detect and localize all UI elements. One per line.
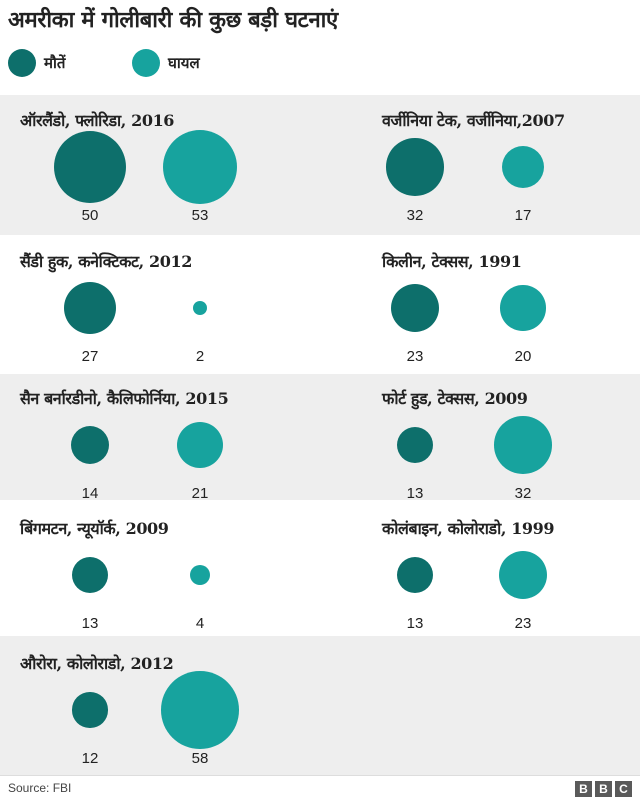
deaths-bubble: [396, 556, 434, 594]
injured-value: 20: [514, 348, 532, 365]
bbc-logo-letter-2: B: [595, 781, 612, 797]
deaths-value: 23: [406, 348, 424, 365]
incident-cell: किलीन, टेक्सस, 1991 23 20: [320, 238, 640, 374]
legend-label-deaths: मौतें: [44, 54, 66, 72]
injured-bubble: [192, 300, 208, 316]
incident-title: फोर्ट हुड, टेक्सस, 2009: [382, 389, 528, 408]
deaths-value: 14: [81, 485, 99, 502]
injured-value: 21: [191, 485, 209, 502]
deaths-bubble: [396, 426, 434, 464]
incident-title: बिंगमटन, न्यूयॉर्क, 2009: [20, 519, 169, 538]
injured-bubble: [500, 285, 546, 331]
injured-bubble: [162, 129, 238, 205]
injured-bubble: [176, 421, 224, 469]
incident-title: सैंडी हुक, कनेक्टिकट, 2012: [20, 252, 192, 271]
bbc-logo-letter-1: B: [575, 781, 592, 797]
deaths-bubble: [71, 556, 109, 594]
incident-title: औरोरा, कोलोराडो, 2012: [20, 654, 174, 673]
injured-value: 4: [195, 615, 205, 632]
deaths-value: 32: [406, 207, 424, 224]
injured-bubble: [161, 671, 239, 749]
bbc-logo: B B C: [575, 781, 632, 797]
injured-value: 17: [514, 207, 532, 224]
injured-value: 58: [191, 750, 209, 767]
injured-bubble: [502, 146, 544, 188]
deaths-bubble: [70, 425, 110, 465]
incident-cell: सैन बर्नारडीनो, कैलिफोर्निया, 2015 14 21: [0, 375, 320, 511]
incident-cell: ऑरलैंडो, फ्लोरिडा, 2016 50 53: [0, 97, 320, 233]
injured-bubble: [498, 550, 548, 600]
deaths-bubble: [54, 131, 126, 203]
legend-label-injured: घायल: [168, 54, 200, 72]
incident-cell: बिंगमटन, न्यूयॉर्क, 2009 13 4: [0, 505, 320, 641]
incident-title: वर्जीनिया टेक, वर्जीनिया,2007: [382, 111, 565, 130]
injured-bubble: [189, 564, 211, 586]
incident-cell: फोर्ट हुड, टेक्सस, 2009 13 32: [320, 375, 640, 511]
deaths-value: 27: [81, 348, 99, 365]
injured-value: 53: [191, 207, 209, 224]
deaths-value: 13: [81, 615, 99, 632]
footer-divider: [0, 775, 640, 776]
deaths-value: 13: [406, 615, 424, 632]
deaths-value: 12: [81, 750, 99, 767]
deaths-bubble: [72, 692, 108, 728]
incident-cell: वर्जीनिया टेक, वर्जीनिया,2007 32 17: [320, 97, 640, 233]
legend-swatch-deaths: [8, 49, 36, 77]
incident-title: कोलंबाइन, कोलोराडो, 1999: [382, 519, 555, 538]
injured-value: 23: [514, 615, 532, 632]
chart-title: अमरीका में गोलीबारी की कुछ बड़ी घटनाएं: [8, 8, 338, 33]
legend-swatch-injured: [132, 49, 160, 77]
deaths-value: 13: [406, 485, 424, 502]
injured-value: 2: [195, 348, 205, 365]
incident-title: किलीन, टेक्सस, 1991: [382, 252, 522, 271]
incident-cell: सैंडी हुक, कनेक्टिकट, 2012 27 2: [0, 238, 320, 374]
deaths-value: 50: [81, 207, 99, 224]
deaths-bubble: [63, 281, 117, 335]
injured-bubble: [494, 416, 552, 474]
incident-title: ऑरलैंडो, फ्लोरिडा, 2016: [20, 111, 175, 130]
injured-value: 32: [514, 485, 532, 502]
incident-title: सैन बर्नारडीनो, कैलिफोर्निया, 2015: [20, 389, 229, 408]
bbc-logo-letter-3: C: [615, 781, 632, 797]
deaths-bubble: [390, 283, 440, 333]
incident-cell: कोलंबाइन, कोलोराडो, 1999 13 23: [320, 505, 640, 641]
source-note: Source: FBI: [8, 781, 72, 795]
deaths-bubble: [386, 138, 444, 196]
incident-cell: औरोरा, कोलोराडो, 2012 12 58: [0, 640, 320, 776]
